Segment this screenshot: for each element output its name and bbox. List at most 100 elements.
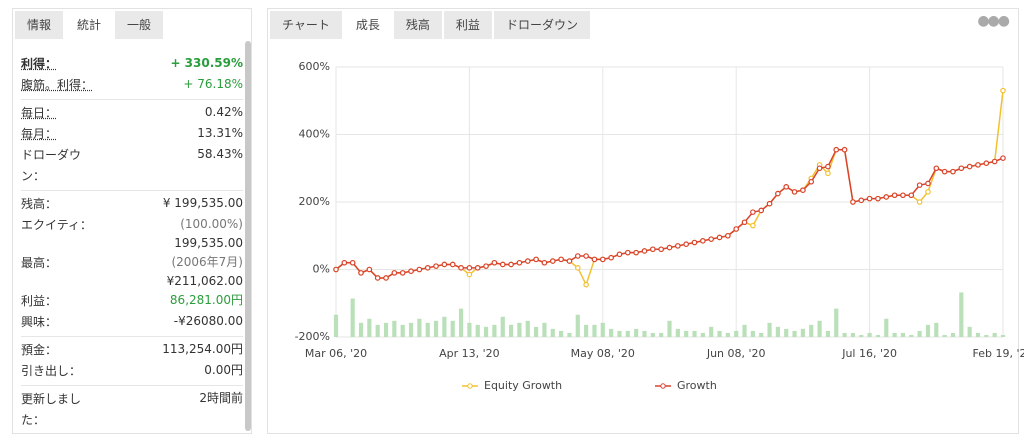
point bbox=[683, 241, 689, 247]
tab[interactable]: 情報 bbox=[15, 11, 64, 39]
x-tick-label: Jul 16, '20 bbox=[841, 347, 897, 360]
point bbox=[908, 192, 915, 199]
point bbox=[1000, 87, 1006, 94]
point bbox=[666, 244, 673, 251]
volume-bar bbox=[425, 322, 430, 337]
volume-bar bbox=[750, 330, 755, 337]
stat-number: 0.42% bbox=[204, 105, 243, 119]
stat-number: 58.43% bbox=[197, 147, 243, 161]
point bbox=[641, 248, 648, 254]
tab[interactable]: ドローダウン bbox=[493, 11, 590, 39]
point bbox=[733, 226, 740, 232]
stat-row: 毎月： 13.31% bbox=[21, 124, 243, 145]
stat-number: -¥26080.00 bbox=[173, 314, 243, 328]
point bbox=[833, 146, 840, 153]
point bbox=[424, 265, 431, 271]
point bbox=[650, 246, 656, 253]
volume-bar bbox=[934, 322, 939, 337]
volume-bar bbox=[617, 330, 622, 337]
volume-bar bbox=[975, 332, 981, 337]
series-line bbox=[335, 148, 1004, 279]
point bbox=[750, 222, 756, 229]
point bbox=[416, 266, 423, 273]
point bbox=[466, 265, 473, 271]
stat-number: 199,535.00 bbox=[174, 236, 243, 250]
volume-bar bbox=[542, 322, 547, 337]
volume-bar bbox=[775, 326, 780, 337]
volume-bar bbox=[717, 330, 722, 337]
point bbox=[658, 246, 664, 253]
tab[interactable]: 残高 bbox=[393, 11, 442, 39]
point bbox=[341, 259, 348, 266]
stat-value: 2時間前 bbox=[199, 389, 243, 408]
series-line bbox=[335, 90, 1004, 287]
volume-bar bbox=[467, 322, 472, 337]
volume-bar bbox=[517, 322, 522, 337]
tab[interactable]: 成長 bbox=[343, 11, 392, 39]
point bbox=[841, 146, 848, 153]
volume-bar bbox=[792, 330, 797, 337]
volume-bar bbox=[800, 328, 805, 337]
stat-label: 最高： bbox=[21, 256, 58, 270]
point bbox=[458, 265, 464, 271]
stat-row: 毎日： 0.42% bbox=[21, 103, 243, 124]
volume-bar bbox=[950, 332, 956, 337]
point bbox=[558, 256, 564, 263]
point bbox=[366, 266, 373, 273]
volume-bar bbox=[500, 316, 505, 337]
menu-icon[interactable]: ●●● bbox=[977, 13, 1010, 29]
volume-bar bbox=[917, 330, 922, 337]
volume-bar bbox=[900, 332, 906, 337]
point bbox=[708, 236, 714, 242]
point bbox=[825, 170, 831, 177]
volume-bar bbox=[584, 324, 589, 337]
tab[interactable]: チャート bbox=[270, 11, 342, 39]
volume-bar bbox=[592, 324, 597, 337]
volume-bar bbox=[742, 324, 747, 337]
point bbox=[883, 194, 890, 200]
stat-row: 更新しました： 2時間前 bbox=[21, 389, 243, 431]
volume-bar bbox=[475, 324, 480, 337]
point bbox=[808, 178, 815, 185]
volume-bar bbox=[659, 332, 664, 337]
point bbox=[950, 168, 956, 175]
chart-panel: チャート 成長 残高 利益 ドローダウン ●●● bbox=[267, 8, 1019, 434]
volume-bar bbox=[358, 322, 364, 337]
point bbox=[616, 251, 623, 258]
point bbox=[358, 270, 364, 276]
legend-label: Equity Growth bbox=[484, 379, 562, 392]
volume-bar bbox=[667, 320, 672, 337]
volume-bar bbox=[450, 320, 455, 337]
point bbox=[583, 253, 589, 259]
y-tick-label: 0% bbox=[313, 263, 330, 276]
point bbox=[816, 165, 823, 172]
scrollbar[interactable] bbox=[245, 41, 251, 431]
stat-value: 0.42% bbox=[205, 103, 243, 122]
point bbox=[958, 165, 965, 172]
tab[interactable]: 統計 bbox=[65, 11, 114, 39]
tab[interactable]: 一般 bbox=[115, 11, 164, 39]
stat-group: 利得： + 330.59% 腹筋。利得： + 76.18% bbox=[21, 51, 243, 100]
point bbox=[800, 187, 806, 193]
volume-bar bbox=[725, 332, 730, 337]
volume-bar bbox=[709, 326, 714, 337]
point bbox=[725, 232, 731, 239]
volume-bar bbox=[892, 332, 897, 337]
volume-bar bbox=[784, 328, 789, 337]
volume-bar bbox=[942, 334, 947, 337]
stats-rows: 利得： + 330.59% 腹筋。利得： + 76.18% 毎日： 0.42% 毎月： 13.… bbox=[21, 51, 243, 433]
stat-row: 最高： (2006年7月) ¥211,062.00 bbox=[21, 253, 243, 291]
stat-row: 預金： 113,254.00円 bbox=[21, 340, 243, 361]
stat-row: 興味： -¥26080.00 bbox=[21, 312, 243, 333]
point bbox=[499, 261, 506, 268]
volume-bar bbox=[333, 314, 339, 337]
volume-bar bbox=[850, 332, 856, 337]
point bbox=[333, 266, 339, 273]
stat-label: 毎日： bbox=[21, 106, 58, 120]
x-tick-label: Apr 13, '20 bbox=[439, 347, 500, 360]
point bbox=[449, 261, 456, 268]
tab[interactable]: 利益 bbox=[443, 11, 492, 39]
volume-bar bbox=[759, 332, 764, 337]
volume-bar bbox=[992, 332, 997, 337]
